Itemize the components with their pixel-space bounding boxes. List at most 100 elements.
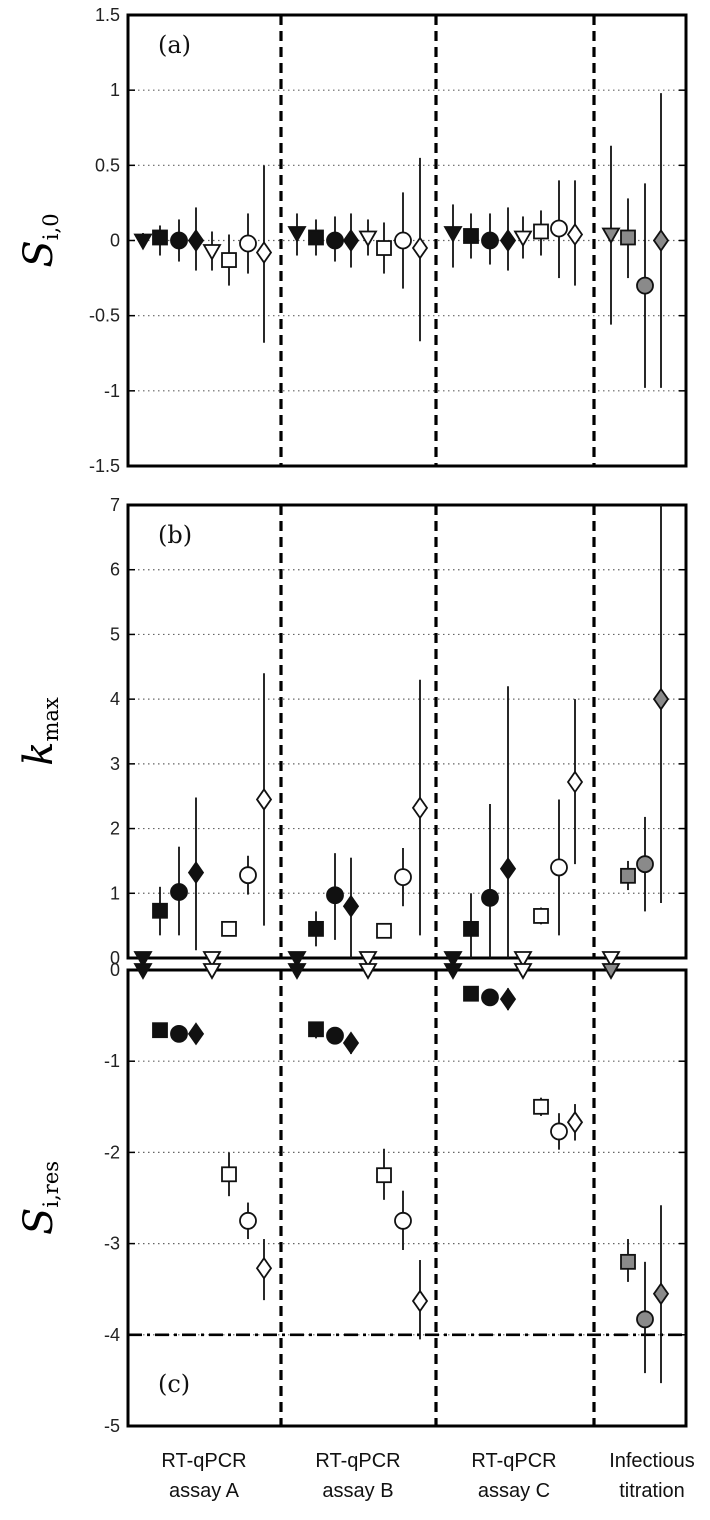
data-point-square [620,867,636,884]
group-label-line: RT-qPCR [471,1450,556,1472]
y-tick-label: 0 [110,948,120,968]
panel-label: (b) [158,521,192,549]
data-point-tri [443,951,463,968]
data-point-square [533,223,549,240]
data-point-tri [443,963,463,980]
data-point-diamond [342,228,360,253]
y-tick-label: 1 [110,80,120,100]
y-tick-label: -1.5 [89,456,120,476]
data-point-circle [326,886,344,905]
data-point-circle [636,276,654,295]
data-point-diamond [652,228,670,253]
y-tick-label: 5 [110,624,120,644]
data-point-circle [550,858,568,877]
y-tick-label: -1 [104,1051,120,1071]
data-point-tri [287,226,307,243]
data-point-tri [133,951,153,968]
data-point-square [152,229,168,246]
data-point-tri [358,230,378,248]
group-label-line: Infectious [609,1450,695,1472]
panel-a: 1.5 1 0.5 0 -0.5 -1 -1.5 (a) Si,0 [16,5,688,476]
group-label-2: RT-qPCR assay B [315,1450,400,1502]
y-axis-label-subscript: max [39,697,63,741]
data-point-tri [443,226,463,243]
data-point-diamond [255,1256,273,1280]
data-point-tri [133,233,153,251]
data-point-circle [394,1211,412,1230]
y-axis-label-symbol: k [16,742,62,766]
data-point-circle [239,1211,257,1230]
data-point-circle [481,888,499,907]
data-point-diamond [566,222,584,247]
group-label-1: RT-qPCR assay A [161,1450,246,1502]
y-tick-label: -4 [104,1325,120,1345]
data-point-tri [287,963,307,980]
data-point-tri [513,963,533,980]
data-point-square [533,908,549,924]
data-point-diamond [342,1031,360,1055]
data-point-square [620,229,636,246]
y-tick-label: 7 [110,495,120,515]
y-tick-label: -0.5 [89,306,120,326]
data-point-diamond [411,236,429,260]
data-point-tri [133,963,153,980]
data-point-diamond [566,1110,584,1134]
data-point-square [620,1253,636,1270]
data-point-square [376,922,392,939]
group-label-line: RT-qPCR [315,1450,400,1472]
data-point-diamond [499,228,517,253]
data-point-diamond [255,240,273,265]
axes-frame [126,503,688,960]
data-point-circle [326,1026,344,1045]
group-label-3: RT-qPCR assay C [471,1450,556,1502]
data-point-diamond [342,894,360,918]
group-label-line: assay B [322,1480,393,1502]
data-point-square [221,920,237,937]
y-axis-label-symbol: S [16,240,62,267]
data-point-square [152,1022,168,1039]
y-axis-label: kmax [16,697,63,766]
axes-frame [126,13,688,468]
data-point-diamond [187,1022,205,1046]
y-tick-label: 4 [110,689,120,709]
data-point-diamond [255,787,273,812]
data-point-diamond [187,228,205,253]
data-point-square [308,1021,324,1038]
y-tick-label: -2 [104,1142,120,1162]
data-point-circle [239,234,257,253]
data-point-circle [394,868,412,887]
y-axis-label-subscript: i,res [39,1161,63,1208]
data-point-circle [170,231,188,250]
data-point-square [463,985,479,1002]
data-point-square [152,902,168,919]
data-point-circle [170,1024,188,1043]
y-axis-label: Si,res [16,1161,63,1235]
data-point-tri [601,951,621,968]
data-point-square [463,228,479,244]
y-axis-label-symbol: S [16,1208,62,1235]
data-point-tri [358,951,378,968]
panel-b: 7 6 5 4 3 2 1 0 (b) kmax [16,495,688,968]
y-tick-label: 0 [110,960,120,980]
data-point-square [221,252,237,268]
y-tick-label: -5 [104,1416,120,1436]
group-label-line: RT-qPCR [161,1450,246,1472]
data-point-circle [550,1122,568,1141]
group-label-line: titration [619,1480,685,1502]
data-point-circle [636,1310,654,1329]
y-tick-label: 0.5 [95,155,120,175]
data-point-square [376,240,392,256]
data-point-tri [358,963,378,980]
axes-frame [126,968,688,1428]
y-tick-label: 2 [110,819,120,839]
data-point-circle [481,231,499,250]
y-tick-label: 0 [110,231,120,251]
data-point-square [308,229,324,246]
data-point-tri [601,227,621,245]
y-axis-label-subscript: i,0 [39,213,63,240]
data-point-tri [202,963,222,980]
y-tick-label: -3 [104,1234,120,1254]
panel-label: (c) [158,1370,190,1398]
data-point-square [376,1167,392,1184]
